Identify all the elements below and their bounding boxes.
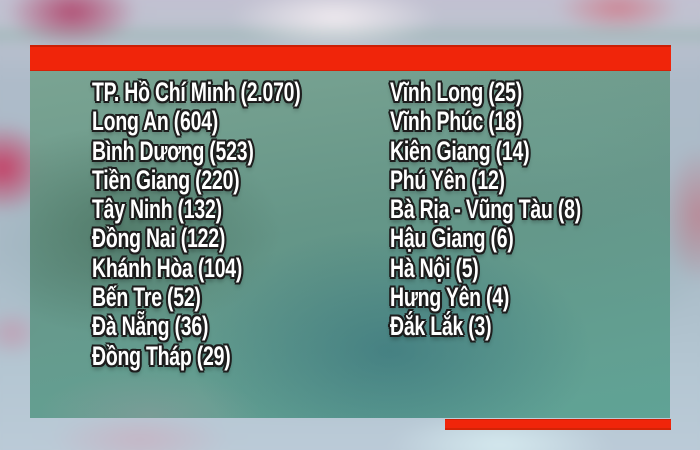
province-row: Vĩnh Long (25) — [390, 77, 522, 107]
province-column-left: TP. Hồ Chí Minh (2.070) Long An (604) Bình… — [92, 77, 438, 371]
province-row: Hậu Giang (6) — [390, 223, 514, 254]
province-row: Bình Dương (523) — [92, 135, 254, 166]
province-row: Đà Nẵng (36) — [92, 311, 209, 342]
province-row: Đắk Lắk (3) — [390, 311, 492, 342]
province-row: Đồng Tháp (29) — [92, 340, 231, 371]
province-row: Hưng Yên (4) — [390, 282, 510, 313]
province-row: Kiên Giang (14) — [390, 135, 530, 166]
top-red-bar — [30, 45, 671, 71]
province-row: Vĩnh Phúc (18) — [390, 106, 522, 137]
province-row: TP. Hồ Chí Minh (2.070) — [92, 77, 301, 107]
province-row: Long An (604) — [92, 106, 219, 137]
province-statistics-panel: TP. Hồ Chí Minh (2.070) Long An (604) Bình… — [30, 71, 670, 418]
province-row: Tiền Giang (220) — [92, 164, 240, 195]
province-row: Khánh Hòa (104) — [92, 252, 243, 283]
province-row: Phú Yên (12) — [390, 164, 505, 195]
province-row: Bến Tre (52) — [92, 282, 201, 313]
province-row: Bà Rịa - Vũng Tàu (8) — [390, 194, 581, 225]
province-row: Đồng Nai (122) — [92, 223, 226, 254]
bottom-red-bar — [445, 419, 671, 430]
province-row: Hà Nội (5) — [390, 252, 479, 283]
province-column-right: Vĩnh Long (25) Vĩnh Phúc (18) Kiên Giang (… — [390, 77, 700, 342]
province-row: Tây Ninh (132) — [92, 194, 222, 225]
